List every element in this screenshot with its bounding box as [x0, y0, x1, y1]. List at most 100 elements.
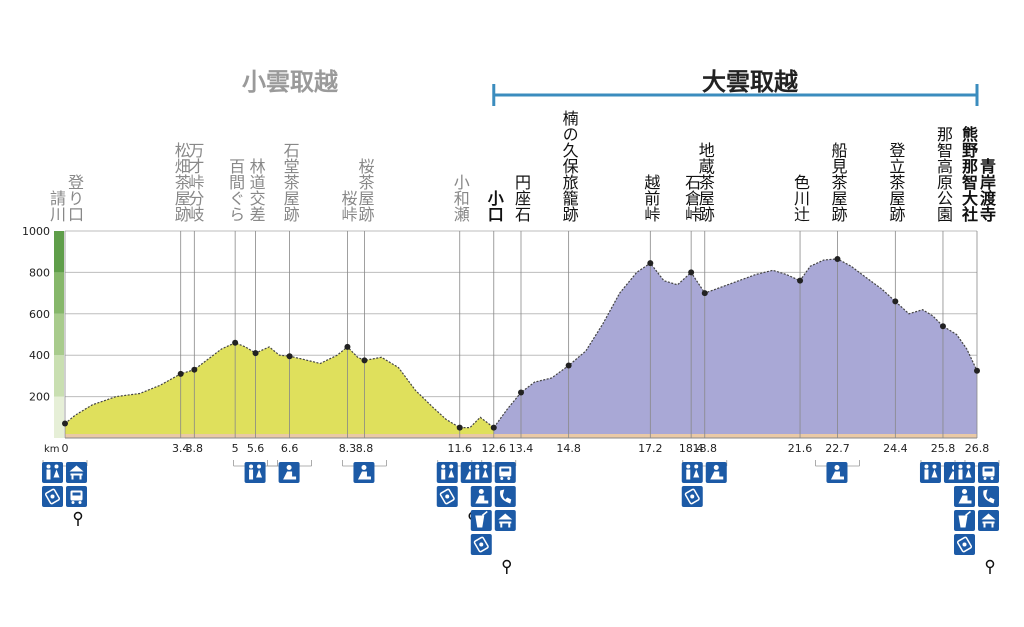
waypoint-marker	[701, 290, 708, 297]
toilet-icon-male-head	[475, 464, 480, 469]
waypoint-label: 楠の久保旅籠跡	[559, 110, 579, 222]
waypoint-marker	[974, 367, 980, 374]
parking-icon-vehicle	[684, 488, 700, 505]
waypoint-marker	[688, 269, 695, 276]
toilet-icon-female-head	[54, 464, 59, 469]
waypoint-marker	[518, 389, 524, 396]
bus-icon-window	[501, 468, 510, 472]
parking-icon-wheel	[50, 494, 55, 499]
drink-icon	[954, 510, 975, 531]
section-bracket	[492, 84, 979, 106]
toilet-icon-male-body	[958, 469, 963, 480]
toilet-icon	[42, 462, 63, 483]
bus-icon	[494, 462, 516, 483]
toilet-icon-male-head	[441, 464, 446, 469]
toilet-icon-female-body	[693, 469, 700, 478]
rest-house-icon-leg	[79, 475, 82, 480]
toilet-icon-male-head	[924, 464, 929, 469]
rest-house-icon-leg	[991, 523, 994, 528]
rest-house-icon-leg	[983, 523, 986, 528]
drink-icon-straw	[481, 510, 488, 517]
x-tick-label: 22.7	[825, 442, 850, 455]
waypoint-label: 円座石	[512, 174, 531, 222]
parking-icon	[954, 534, 975, 555]
rest-house-icon-roof	[498, 513, 513, 520]
bus-icon-wheel	[990, 477, 994, 480]
rest-area-icon-body	[357, 471, 371, 480]
icon-frame	[436, 462, 458, 483]
toilet-icon-female-body	[482, 469, 489, 478]
x-tick-label: 8.3	[339, 442, 357, 455]
waypoint-label: 小口	[484, 190, 504, 222]
bus-icon-wheel	[500, 477, 504, 480]
icon-frame	[919, 462, 941, 483]
waypoint-marker	[286, 353, 293, 360]
x-axis: km 0 3.43.8 5 5.6 6.6 8.3 8.8 11.6 12.6 13.4 14.8 17…	[44, 442, 989, 455]
parking-icon	[436, 486, 458, 507]
area-right-section	[493, 258, 977, 438]
x-tick-label: 14.8	[556, 442, 581, 455]
y-tick-label: 200	[29, 391, 50, 404]
y-axis-scale-bar	[54, 355, 64, 397]
waypoint-label: 那智高原公園	[933, 126, 953, 222]
rest-area-icon-body	[830, 471, 844, 480]
toilet-icon-male-head	[686, 464, 691, 469]
waypoint-marker	[834, 255, 841, 262]
x-tick-label: 0	[62, 442, 69, 455]
y-tick-label: 400	[29, 349, 50, 362]
waypoint-marker	[252, 350, 259, 357]
waypoint-marker	[177, 370, 184, 377]
rest-house-icon	[494, 510, 516, 531]
phone-icon	[494, 486, 516, 507]
parking-icon-wheel	[479, 542, 484, 547]
x-tick-label: 6.6	[281, 442, 299, 455]
bus-icon	[978, 462, 999, 483]
parking-icon	[42, 486, 63, 507]
waypoint-marker	[490, 424, 497, 431]
parking-icon-vehicle	[439, 488, 455, 505]
rest-house-icon-roof	[981, 513, 996, 520]
pin-icon	[985, 559, 995, 569]
x-tick-label: 13.4	[509, 442, 534, 455]
bus-icon-wheel	[507, 477, 511, 480]
toilet-icon-male-body	[249, 469, 254, 480]
rest-area-icon-body	[958, 495, 972, 504]
pin-icon	[502, 559, 512, 569]
waypoint-label: 色川辻	[791, 174, 811, 222]
toilet-icon-female-body	[931, 469, 938, 478]
x-tick-label: 12.6	[482, 442, 507, 455]
toilet-icon-male-body	[475, 469, 480, 480]
rest-house-icon-bench	[70, 473, 83, 476]
y-axis-scale-bar	[54, 313, 64, 356]
rest-house-icon-roof	[69, 465, 84, 472]
rest-area-icon	[826, 462, 848, 483]
rest-area-icon-head	[361, 465, 367, 470]
icon-frame	[42, 462, 63, 483]
rest-area-icon	[470, 486, 492, 507]
rest-house-icon-leg	[500, 523, 503, 528]
waypoint-label: 請川	[47, 190, 66, 222]
toilet-icon-male-body	[441, 469, 446, 480]
bus-icon-wheel	[71, 501, 75, 504]
toilet-icon-female-body	[965, 469, 972, 478]
toilet-icon-female-head	[257, 464, 262, 469]
y-axis: 200 400 600 800 1000	[22, 225, 64, 438]
waypoint-label: 船見茶屋跡	[828, 142, 848, 222]
waypoint-label: 青岸渡寺	[977, 158, 996, 222]
section-title-left: 小雲取越	[242, 68, 339, 96]
rest-house-icon-bench	[982, 521, 995, 524]
rest-area-icon	[705, 462, 727, 483]
icon-frame	[494, 486, 516, 507]
rest-area-icon-head	[713, 465, 719, 470]
drink-icon-cup	[475, 515, 485, 528]
bus-icon-wheel	[983, 477, 987, 480]
rest-house-icon	[66, 462, 87, 483]
toilet-icon-female-head	[483, 464, 488, 469]
toilet-icon-female-head	[966, 464, 971, 469]
toilet-icon	[919, 462, 941, 483]
x-tick-label: 24.4	[883, 442, 908, 455]
waypoint-label: 地蔵茶屋跡	[695, 142, 715, 222]
toilet-icon-female-body	[256, 469, 263, 478]
toilet-icon-female-head	[449, 464, 454, 469]
